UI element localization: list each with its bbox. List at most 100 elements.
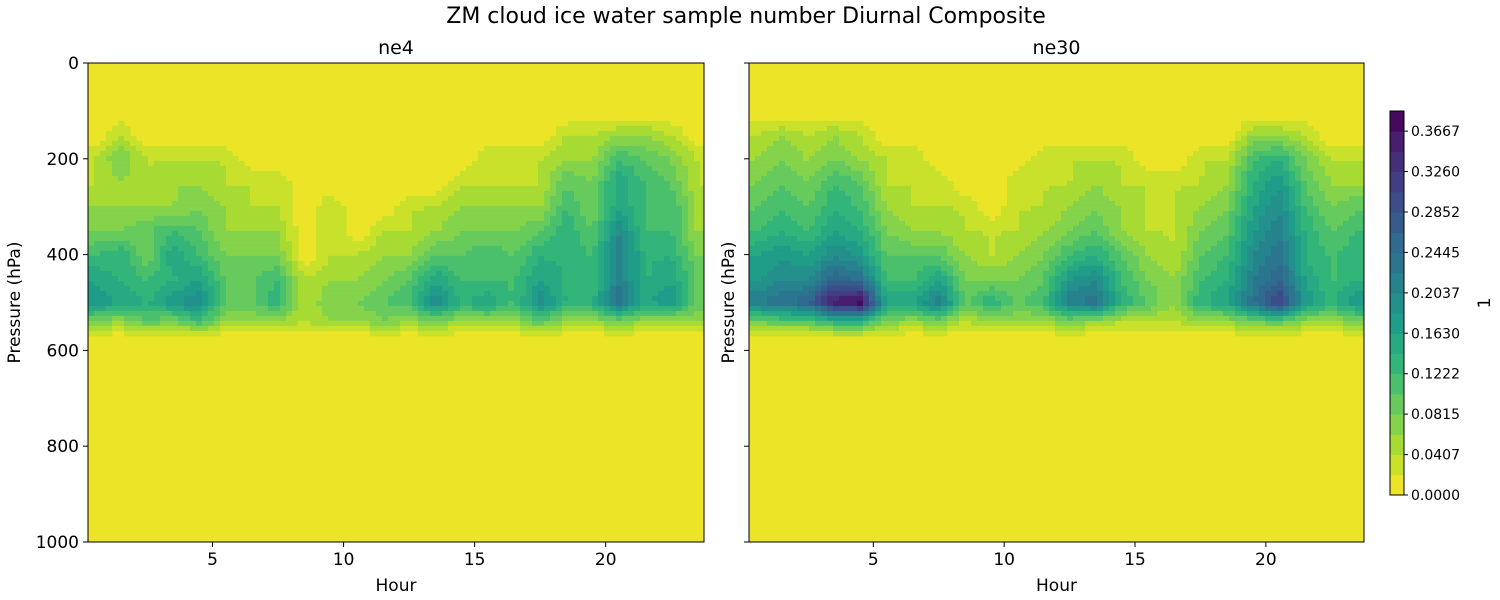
contour-cell	[196, 300, 203, 307]
contour-cell	[797, 310, 804, 317]
contour-cell	[484, 320, 491, 327]
x-axis-label: Hour	[376, 576, 417, 596]
contour-cell	[214, 270, 221, 277]
contour-cell	[178, 160, 185, 167]
contour-cell	[815, 190, 822, 197]
contour-cell	[142, 255, 149, 262]
contour-cell	[334, 325, 341, 332]
contour-cell	[496, 275, 503, 282]
contour-cell	[496, 260, 503, 267]
contour-cell	[88, 170, 95, 177]
contour-cell	[166, 210, 173, 217]
contour-cell	[220, 250, 227, 257]
contour-cell	[448, 180, 455, 187]
contour-cell	[809, 300, 816, 307]
contour-cell	[130, 300, 137, 307]
contour-cell	[586, 150, 593, 157]
contour-cell	[905, 300, 912, 307]
contour-cell	[947, 210, 954, 217]
contour-cell	[821, 300, 828, 307]
contour-cell	[598, 320, 605, 327]
contour-cell	[815, 235, 822, 242]
contour-cell	[484, 160, 491, 167]
contour-cell	[953, 255, 960, 262]
contour-cell	[592, 245, 599, 252]
contour-cell	[388, 255, 395, 262]
contour-cell	[322, 230, 329, 237]
contour-cell	[274, 240, 281, 247]
contour-cell	[598, 120, 605, 127]
contour-cell	[791, 160, 798, 167]
contour-cell	[767, 255, 774, 262]
contour-cell	[196, 290, 203, 297]
contour-cell	[616, 175, 623, 182]
contour-cell	[773, 205, 780, 212]
contour-cell	[298, 265, 305, 272]
contour-cell	[749, 305, 756, 312]
contour-cell	[274, 300, 281, 307]
contour-cell	[797, 140, 804, 147]
contour-cell	[556, 255, 563, 262]
contour-cell	[370, 275, 377, 282]
contour-cell	[755, 215, 762, 222]
contour-cell	[232, 305, 239, 312]
contour-cell	[352, 245, 359, 252]
contour-cell	[154, 175, 161, 182]
contour-cell	[688, 305, 695, 312]
contour-cell	[785, 190, 792, 197]
contour-cell	[917, 215, 924, 222]
contour-cell	[833, 175, 840, 182]
contour-cell	[430, 305, 437, 312]
contour-cell	[682, 235, 689, 242]
contour-cell	[676, 220, 683, 227]
contour-cell	[598, 280, 605, 287]
contour-cell	[100, 155, 107, 162]
contour-cell	[478, 165, 485, 172]
contour-cell	[610, 180, 617, 187]
contour-cell	[749, 255, 756, 262]
contour-cell	[941, 260, 948, 267]
contour-cell	[917, 230, 924, 237]
contour-cell	[406, 315, 413, 322]
contour-cell	[148, 215, 155, 222]
contour-cell	[118, 175, 125, 182]
contour-cell	[190, 200, 197, 207]
contour-cell	[436, 240, 443, 247]
contour-cell	[436, 265, 443, 272]
contour-cell	[682, 270, 689, 277]
contour-cell	[184, 320, 191, 327]
contour-cell	[460, 300, 467, 307]
contour-cell	[887, 230, 894, 237]
contour-cell	[268, 205, 275, 212]
contour-cell	[136, 275, 143, 282]
contour-cell	[412, 220, 419, 227]
contour-cell	[436, 325, 443, 332]
contour-cell	[478, 260, 485, 267]
contour-cell	[905, 260, 912, 267]
contour-cell	[574, 175, 581, 182]
contour-cell	[851, 170, 858, 177]
contour-cell	[941, 265, 948, 272]
contour-cell	[496, 225, 503, 232]
contour-cell	[526, 160, 533, 167]
contour-cell	[418, 210, 425, 217]
contour-cell	[178, 210, 185, 217]
contour-cell	[911, 205, 918, 212]
contour-cell	[905, 155, 912, 162]
contour-cell	[845, 160, 852, 167]
contour-cell	[520, 155, 527, 162]
contour-cell	[941, 225, 948, 232]
contour-cell	[436, 205, 443, 212]
contour-cell	[598, 175, 605, 182]
contour-cell	[316, 325, 323, 332]
contour-cell	[550, 250, 557, 257]
contour-cell	[863, 260, 870, 267]
contour-cell	[646, 220, 653, 227]
contour-cell	[827, 245, 834, 252]
contour-cell	[749, 145, 756, 152]
contour-cell	[634, 320, 641, 327]
contour-cell	[496, 205, 503, 212]
contour-cell	[863, 245, 870, 252]
contour-cell	[586, 225, 593, 232]
contour-cell	[544, 325, 551, 332]
